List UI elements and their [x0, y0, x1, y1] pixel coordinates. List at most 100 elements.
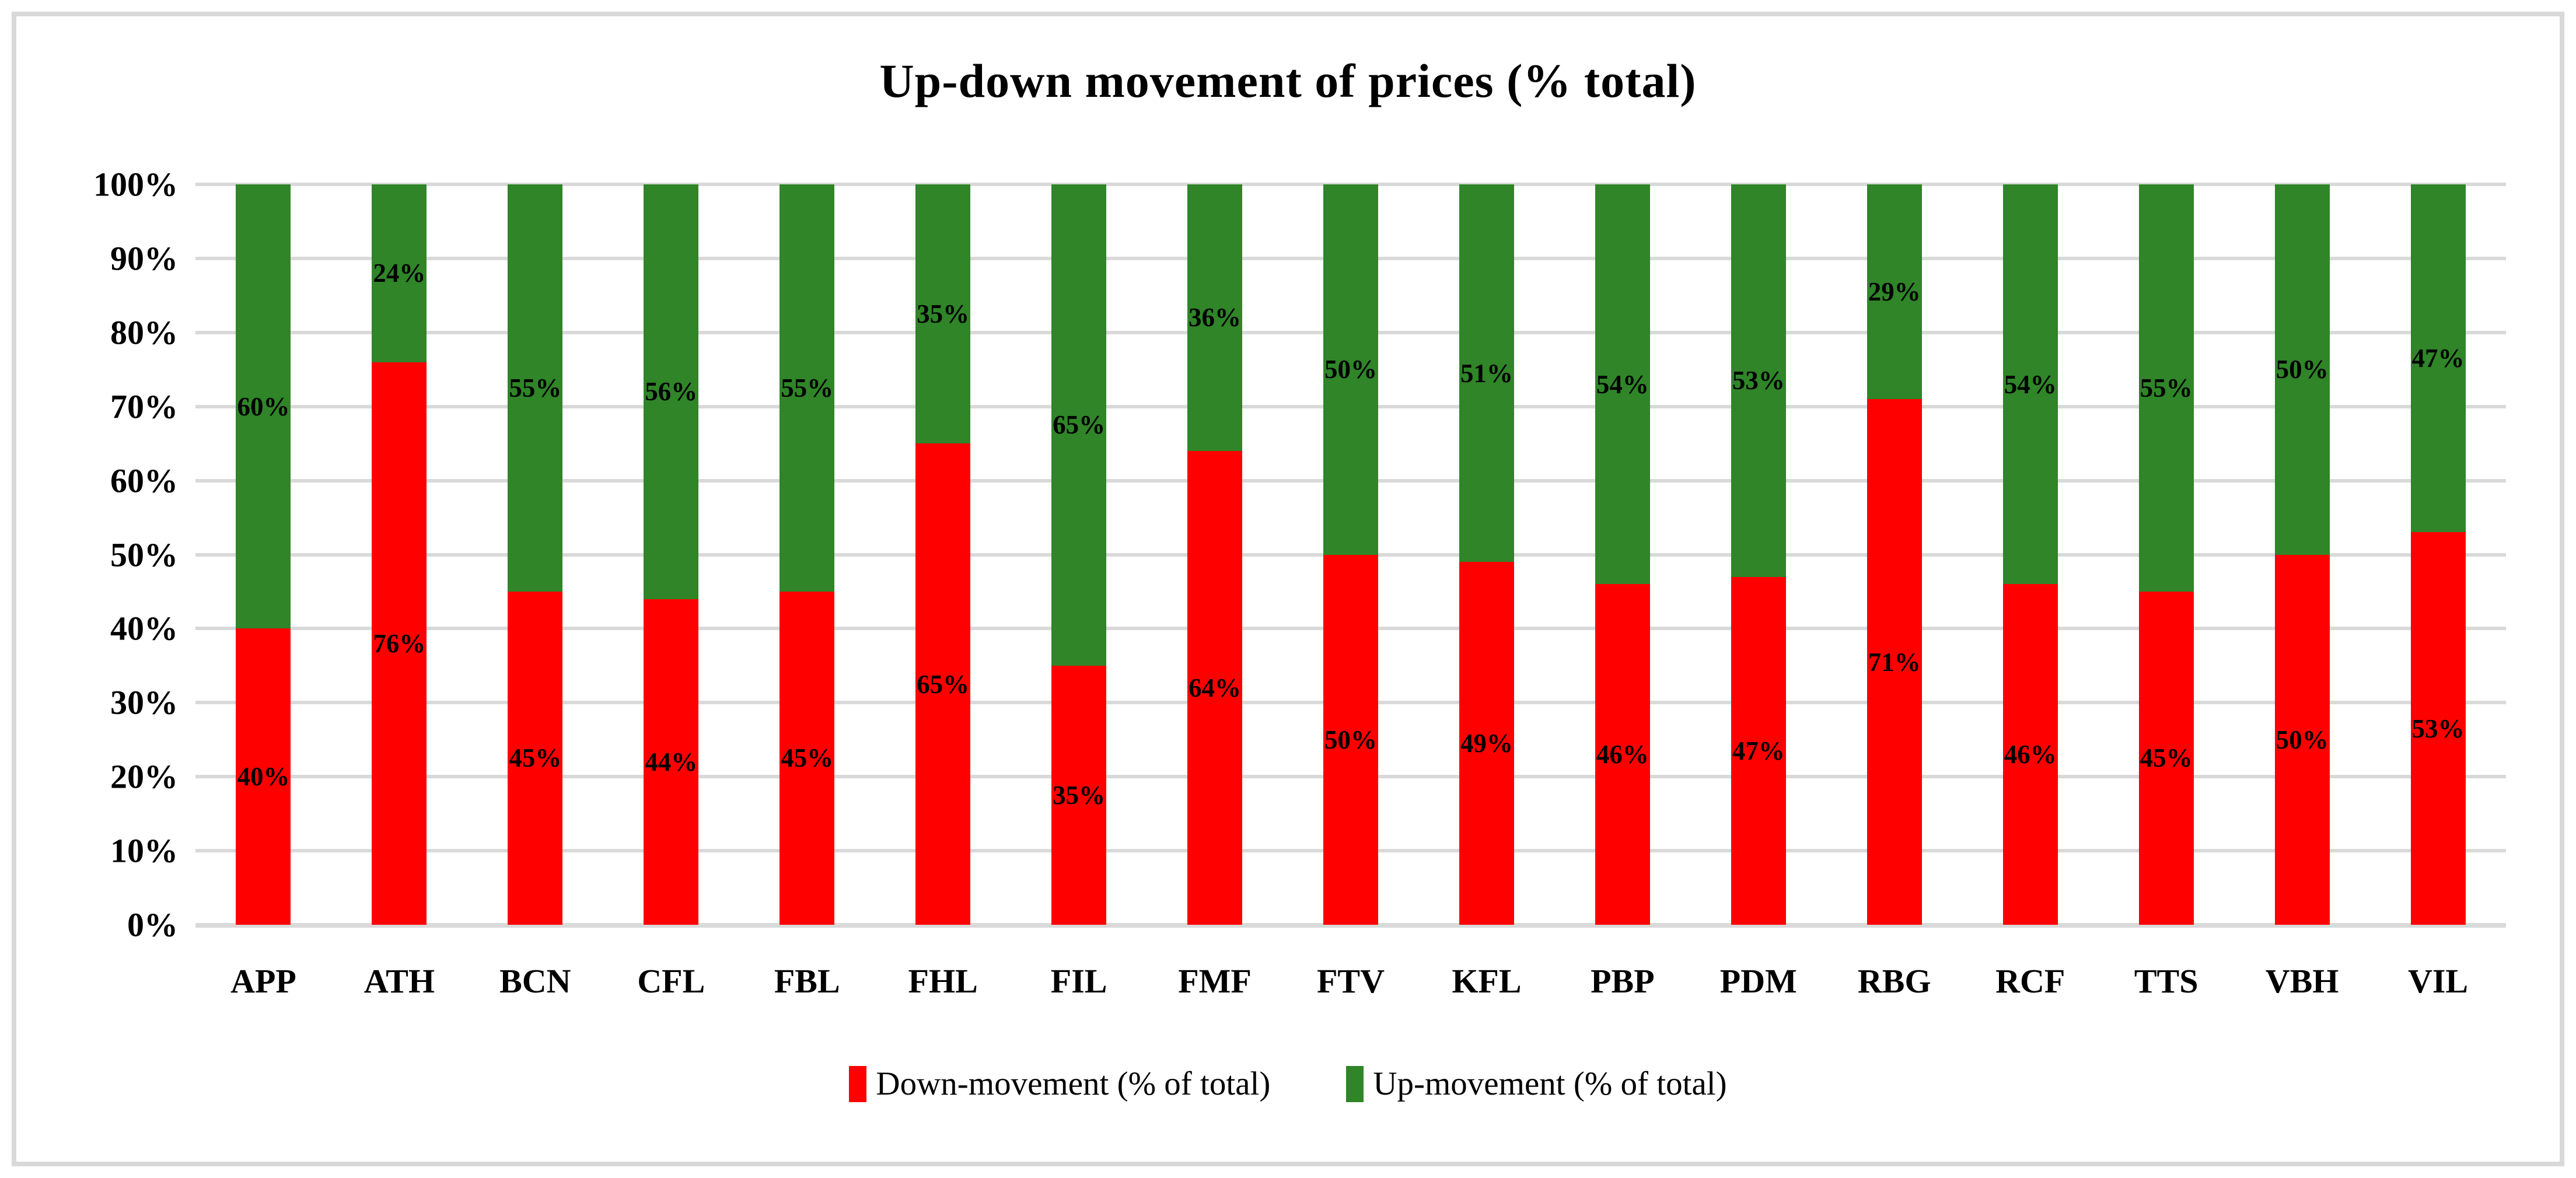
bar-FIL: 35% 65% [1011, 184, 1147, 925]
bar-RCF: 46% 54% [1962, 184, 2098, 925]
bar-segment-PBP-down [1595, 584, 1650, 925]
x-tick-label-ATH: ATH [363, 962, 435, 1000]
data-label-PDM-up: 53% [1732, 366, 1785, 396]
x-tick-label-VIL: VIL [2407, 962, 2469, 1000]
data-label-RCF-down: 46% [2004, 740, 2057, 770]
plot-area: 40% 60% 76% 24% 45% 55% 44% 56% 45% 55% 65% 35% 35% 6… [195, 183, 2506, 928]
data-label-FBL-up: 55% [781, 373, 834, 403]
data-label-FHL-up: 35% [917, 299, 970, 329]
bar-segment-PDM-down [1731, 576, 1786, 925]
bar-segment-FBL-down [780, 591, 835, 925]
bar-ATH: 76% 24% [331, 184, 467, 925]
bar-segment-FMF-down [1187, 450, 1243, 925]
x-tick-label-KFL: KFL [1452, 962, 1522, 1000]
bar-segment-VBH-up [2274, 184, 2330, 555]
bar-FTV: 50% 50% [1283, 184, 1419, 925]
x-tick-label-FIL: FIL [1050, 962, 1107, 1000]
data-label-VBH-down: 50% [2276, 725, 2329, 754]
bar-segment-KFL-down [1459, 562, 1514, 925]
data-label-VBH-up: 50% [2276, 355, 2329, 384]
y-tick-label-90: 90% [110, 239, 178, 278]
x-tick-label-VBH: VBH [2265, 962, 2339, 1000]
legend: Down-movement (% of total) Up-movement (… [0, 1065, 2576, 1103]
data-label-APP-up: 60% [237, 391, 290, 421]
gridline-0 [195, 923, 2506, 928]
y-tick-label-100: 100% [93, 165, 178, 204]
x-tick-label-FTV: FTV [1317, 962, 1385, 1000]
bar-CFL: 44% 56% [603, 184, 739, 925]
bar-FBL: 45% 55% [739, 184, 875, 925]
data-label-RBG-down: 71% [1868, 647, 1921, 677]
data-label-TTS-up: 55% [2140, 373, 2193, 403]
x-tick-label-PBP: PBP [1591, 962, 1655, 1000]
bar-segment-CFL-down [644, 599, 699, 925]
y-tick-label-80: 80% [110, 313, 178, 352]
bar-segment-PBP-up [1595, 184, 1650, 585]
y-tick-label-30: 30% [110, 683, 178, 722]
bar-segment-VIL-up [2410, 184, 2466, 533]
bar-KFL: 49% 51% [1418, 184, 1554, 925]
bar-segment-RCF-up [2002, 184, 2058, 585]
bar-segment-FIL-up [1051, 184, 1107, 666]
y-tick-label-70: 70% [110, 387, 178, 426]
bar-FHL: 65% 35% [875, 184, 1011, 925]
x-tick-label-PDM: PDM [1719, 962, 1797, 1000]
bar-APP: 40% 60% [195, 184, 331, 925]
bar-segment-FTV-down [1323, 554, 1378, 925]
data-label-CFL-down: 44% [645, 747, 698, 777]
data-label-CFL-up: 56% [645, 377, 698, 407]
bar-segment-TTS-down [2138, 591, 2194, 925]
bar-segment-RBG-down [1867, 399, 1922, 925]
data-label-RCF-up: 54% [2004, 369, 2057, 399]
bar-BCN: 45% 55% [467, 184, 603, 925]
data-label-KFL-down: 49% [1460, 729, 1513, 758]
bar-segment-FHL-down [915, 443, 971, 925]
bar-PDM: 47% 53% [1690, 184, 1826, 925]
bar-segment-FBL-up [780, 184, 835, 592]
data-label-FMF-down: 64% [1189, 673, 1242, 702]
x-tick-label-FMF: FMF [1178, 962, 1252, 1000]
x-tick-label-RCF: RCF [1995, 962, 2065, 1000]
data-label-FTV-up: 50% [1324, 355, 1377, 384]
bar-segment-ATH-down [372, 362, 427, 925]
y-axis: 0% 10% 20% 30% 40% 50% 60% 70% 80% 90% 100% [35, 166, 178, 944]
bar-segment-APP-up [236, 184, 291, 629]
bar-VIL: 53% 47% [2370, 184, 2506, 925]
data-label-RBG-up: 29% [1868, 277, 1921, 306]
data-label-BCN-up: 55% [509, 373, 562, 403]
y-tick-label-0: 0% [127, 906, 178, 944]
data-label-FBL-down: 45% [781, 743, 834, 773]
bar-PBP: 46% 54% [1554, 184, 1690, 925]
legend-label-down-movement: Down-movement (% of total) [876, 1065, 1271, 1102]
data-label-FTV-down: 50% [1324, 725, 1377, 754]
x-axis: APP ATH BCN CFL FBL FHL FIL FMF FTV KFL PBP PDM RBG R… [195, 962, 2506, 1014]
bar-RBG: 71% 29% [1826, 184, 1962, 925]
data-label-APP-down: 40% [237, 762, 290, 792]
data-label-VIL-up: 47% [2411, 344, 2465, 373]
bar-segment-RBG-up [1867, 184, 1922, 400]
bar-segment-FTV-up [1323, 184, 1378, 555]
up-movement-legend-swatch-icon [1346, 1065, 1364, 1102]
bar-segment-ATH-up [372, 184, 427, 362]
x-tick-label-CFL: CFL [637, 962, 705, 1000]
data-label-FIL-up: 65% [1053, 410, 1106, 440]
y-tick-label-40: 40% [110, 609, 178, 648]
x-tick-label-BCN: BCN [499, 962, 571, 1000]
data-label-FIL-down: 35% [1053, 780, 1106, 810]
bar-segment-PDM-up [1731, 184, 1786, 577]
data-label-FHL-down: 65% [917, 669, 970, 699]
bar-segment-VIL-down [2410, 532, 2466, 925]
data-label-PBP-down: 46% [1596, 740, 1649, 770]
y-tick-label-60: 60% [110, 462, 178, 500]
bar-TTS: 45% 55% [2098, 184, 2234, 925]
legend-label-up-movement: Up-movement (% of total) [1373, 1065, 1727, 1102]
y-tick-label-50: 50% [110, 536, 178, 574]
data-label-ATH-up: 24% [373, 258, 426, 288]
data-label-FMF-up: 36% [1189, 303, 1242, 333]
x-tick-label-APP: APP [230, 962, 296, 1000]
bar-segment-FHL-up [915, 184, 971, 444]
x-tick-label-TTS: TTS [2134, 962, 2198, 1000]
bar-segment-FMF-up [1187, 184, 1243, 451]
data-label-VIL-down: 53% [2411, 714, 2465, 743]
bar-segment-FIL-down [1051, 665, 1107, 925]
